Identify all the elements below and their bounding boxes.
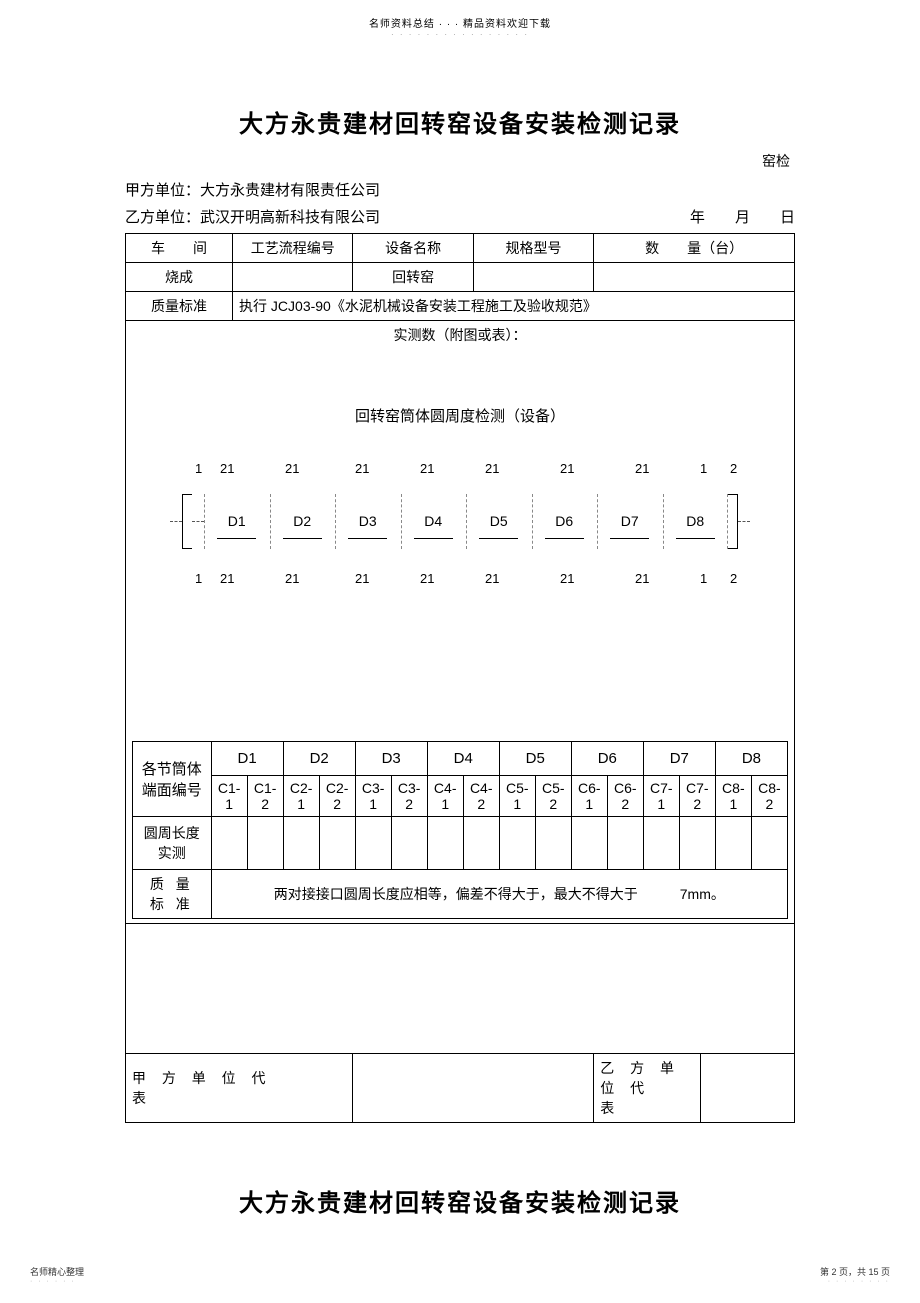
diagram-num: 1 — [195, 461, 202, 476]
diagram-num: 21 — [560, 571, 574, 586]
c-cell: C1-2 — [247, 776, 283, 817]
diagram-num: 21 — [635, 461, 649, 476]
sig-a-label: 甲 方 单 位 代 表 — [126, 1054, 353, 1123]
diagram-num: 21 — [355, 571, 369, 586]
party-b: 乙方单位：武汉开明高新科技有限公司 — [125, 206, 380, 227]
dcol: D8 — [715, 742, 787, 776]
diagram-num: 1 — [700, 571, 707, 586]
td-quality-std: 执行 JCJ03-90《水泥机械设备安装工程施工及验收规范》 — [233, 292, 795, 321]
c-cell: C2-2 — [319, 776, 355, 817]
th-quality-std: 质量标准 — [126, 292, 233, 321]
td-spec — [473, 263, 593, 292]
header-dots: · · · · · · · · · · · · · · · · — [0, 30, 920, 39]
qstd-label: 质 量 标 准 — [133, 870, 212, 919]
c-cell: C8-2 — [751, 776, 787, 817]
dcol: D3 — [355, 742, 427, 776]
footer: 名师精心整理 · · · · · · 第 2 页，共 15 页 · · · · … — [0, 1265, 920, 1285]
inner-table: 各节筒体端面编号 D1 D2 D3 D4 D5 D6 D7 D8 C1-1C1-… — [132, 741, 788, 919]
footer-right: 第 2 页，共 15 页 — [820, 1265, 890, 1278]
c-cell: C4-2 — [463, 776, 499, 817]
main-table: 车 间 工艺流程编号 设备名称 规格型号 数 量（台） 烧成 回转窑 质量标准 … — [125, 233, 795, 1123]
header-top-label: 名师资料总结 · · · 精品资料欢迎下载 — [0, 0, 920, 30]
row-head: 各节筒体端面编号 — [133, 742, 212, 817]
dcol: D1 — [211, 742, 283, 776]
diagram-num: 1 — [195, 571, 202, 586]
spacer — [126, 924, 795, 1054]
c-cell: C1-1 — [211, 776, 247, 817]
c-cell: C2-1 — [283, 776, 319, 817]
footer-left-dots: · · · · · · — [30, 1278, 84, 1285]
c-cell: C6-2 — [607, 776, 643, 817]
diagram-segment: D3 — [335, 494, 401, 549]
c-cell: C7-1 — [643, 776, 679, 817]
th-spec: 规格型号 — [473, 234, 593, 263]
diagram-num: 2 — [730, 461, 737, 476]
party-a: 甲方单位：大方永贵建材有限责任公司 — [125, 179, 795, 200]
dcol: D6 — [571, 742, 643, 776]
diagram-num: 21 — [220, 461, 234, 476]
diagram-num: 21 — [285, 571, 299, 586]
sub-title: 回转窑筒体圆周度检测（设备） — [132, 405, 788, 426]
diagram-segment: D8 — [663, 494, 729, 549]
measured-label: 实测数（附图或表）： — [132, 325, 788, 345]
c-cell: C7-2 — [679, 776, 715, 817]
diagram-num: 1 — [700, 461, 707, 476]
diagram-num: 21 — [635, 571, 649, 586]
diagram-bot-nums: 1 21 21 21 21 21 21 21 1 2 — [170, 571, 750, 587]
dcol: D7 — [643, 742, 715, 776]
c-row: C1-1C1-2C2-1C2-2C3-1C3-2C4-1C4-2C5-1C5-2… — [133, 776, 788, 817]
dcol: D5 — [499, 742, 571, 776]
diagram-body: D1D2D3D4D5D6D7D8 — [170, 491, 750, 551]
footer-left: 名师精心整理 — [30, 1265, 84, 1278]
td-qty — [594, 263, 795, 292]
measured-section: 实测数（附图或表）： 回转窑筒体圆周度检测（设备） 12121212121212… — [126, 321, 795, 924]
diagram: 12121212121212112 D1D2D3D4D5D6D7D8 12121… — [170, 461, 750, 601]
td-equip-name: 回转窑 — [353, 263, 473, 292]
date-blank: 年 月 日 — [690, 206, 795, 227]
diagram-num: 21 — [485, 461, 499, 476]
c-cell: C8-1 — [715, 776, 751, 817]
td-process — [233, 263, 353, 292]
c-cell: C3-1 — [355, 776, 391, 817]
c-cell: C6-1 — [571, 776, 607, 817]
main-title: 大方永贵建材回转窑设备安装检测记录 — [0, 104, 920, 139]
diagram-num: 21 — [285, 461, 299, 476]
th-process: 工艺流程编号 — [233, 234, 353, 263]
diagram-top-nums: 1 21 21 21 21 21 21 21 1 2 — [170, 461, 750, 477]
qstd-text: 两对接接口圆周长度应相等，偏差不得大于，最大不得大于 7mm。 — [211, 870, 787, 919]
diagram-segment: D4 — [401, 494, 467, 549]
doc-code: 窑检 — [0, 151, 920, 171]
sig-b-label: 乙 方 单 位 代 表 — [594, 1054, 701, 1123]
diagram-num: 21 — [355, 461, 369, 476]
sig-a-value — [353, 1054, 594, 1123]
diagram-num: 2 — [730, 571, 737, 586]
c-cell: C3-2 — [391, 776, 427, 817]
diagram-segment: D1 — [204, 494, 270, 549]
diagram-num: 21 — [420, 461, 434, 476]
dcol: D2 — [283, 742, 355, 776]
diagram-segment: D6 — [532, 494, 598, 549]
diagram-num: 21 — [560, 461, 574, 476]
diagram-num: 21 — [420, 571, 434, 586]
diagram-num: 21 — [485, 571, 499, 586]
diagram-segment: D7 — [597, 494, 663, 549]
second-title: 大方永贵建材回转窑设备安装检测记录 — [0, 1183, 920, 1218]
row2-label: 圆周长度实测 — [133, 817, 212, 870]
c-cell: C5-1 — [499, 776, 535, 817]
footer-right-dots: · · · · · · · · — [820, 1278, 890, 1285]
diagram-segment: D5 — [466, 494, 532, 549]
c-cell: C5-2 — [535, 776, 571, 817]
dcol: D4 — [427, 742, 499, 776]
th-qty: 数 量（台） — [594, 234, 795, 263]
diagram-segment: D2 — [270, 494, 336, 549]
th-equip-name: 设备名称 — [353, 234, 473, 263]
c-cell: C4-1 — [427, 776, 463, 817]
th-workshop: 车 间 — [126, 234, 233, 263]
td-workshop: 烧成 — [126, 263, 233, 292]
diagram-num: 21 — [220, 571, 234, 586]
sig-b-value — [701, 1054, 795, 1123]
